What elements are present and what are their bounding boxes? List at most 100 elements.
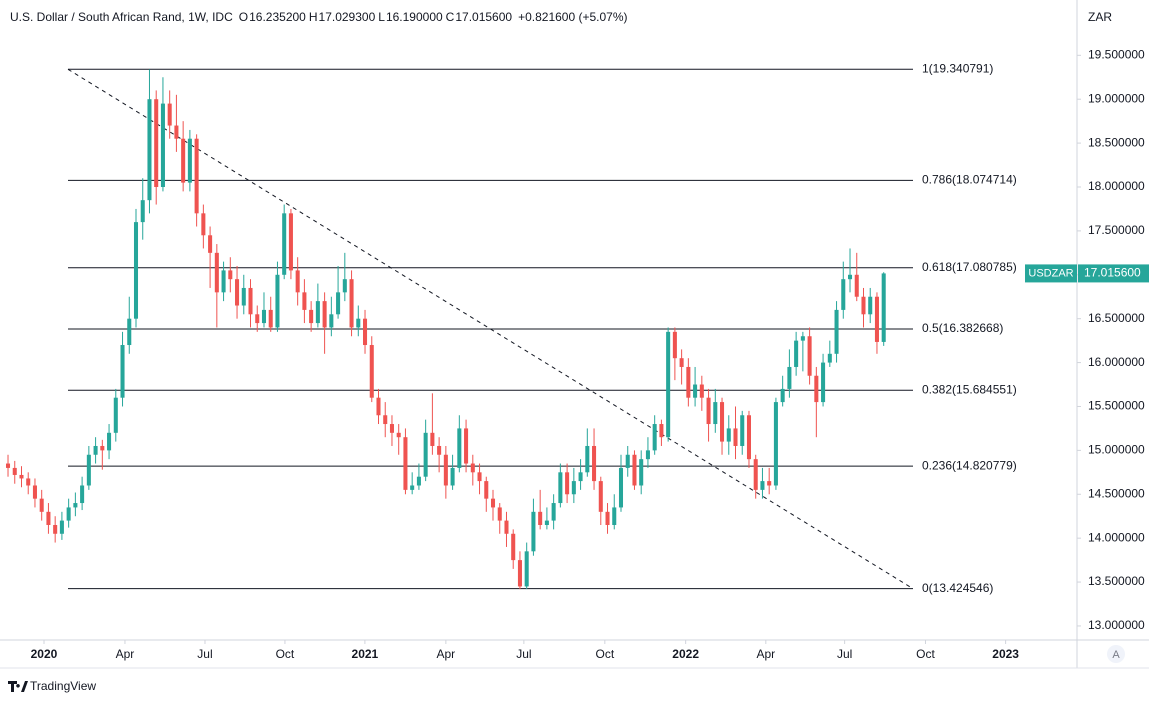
candle-body <box>113 397 118 433</box>
candle-body <box>800 336 805 341</box>
candle-body <box>80 485 85 504</box>
candle-body <box>551 503 556 521</box>
candle-body <box>699 384 704 398</box>
candle-body <box>309 309 314 324</box>
candle-body <box>376 397 381 416</box>
fib-label: 0.382(15.684551) <box>922 382 1017 396</box>
candle-body <box>342 279 347 293</box>
brand: TradingView <box>30 679 96 693</box>
candle-body <box>706 397 711 425</box>
candle-body <box>632 454 637 486</box>
price-tag-bg <box>1078 264 1149 283</box>
candle-body <box>100 445 105 451</box>
x-tick-label: Oct <box>916 647 935 661</box>
candle-body <box>578 472 583 482</box>
candle-body <box>410 485 415 490</box>
candle-body <box>504 520 509 534</box>
y-tick-label: 17.500000 <box>1088 223 1145 237</box>
candle-body <box>53 524 58 534</box>
candle-body <box>531 511 536 552</box>
candle-body <box>592 445 597 482</box>
candle-body <box>86 454 91 486</box>
candle-body <box>861 296 866 315</box>
candle-body <box>396 432 401 438</box>
ohlc-label: O <box>239 10 248 24</box>
candle-body <box>437 445 442 455</box>
candle-body <box>814 375 819 403</box>
candle-body <box>517 560 522 587</box>
price-tag: 17.015600 <box>1084 266 1141 280</box>
candle-body <box>585 445 590 473</box>
fib-label: 0.786(18.074714) <box>922 173 1017 187</box>
price-tag-name-bg <box>1025 264 1077 283</box>
candle-body <box>558 472 563 504</box>
candle-body <box>107 432 112 451</box>
x-tick-label: Jul <box>197 647 212 661</box>
candle-body <box>275 274 280 328</box>
x-tick-label: Oct <box>595 647 614 661</box>
x-tick-label: 2023 <box>992 647 1019 661</box>
x-tick-label: 2020 <box>31 647 58 661</box>
y-tick-label: 16.500000 <box>1088 311 1145 325</box>
candle-body <box>686 366 691 398</box>
candle-body <box>19 474 24 479</box>
candle-body <box>827 353 832 363</box>
candle-body <box>261 309 267 324</box>
x-tick-label: 2022 <box>672 647 699 661</box>
candle-body <box>726 428 731 442</box>
axis-unit: ZAR <box>1088 10 1112 24</box>
candle-body <box>208 235 213 253</box>
candle-body <box>59 520 64 534</box>
candle-body <box>302 292 307 310</box>
candle-body <box>181 138 186 183</box>
scale-button-label[interactable]: A <box>1112 649 1120 661</box>
x-tick-label: Jul <box>837 647 852 661</box>
candle-body <box>470 463 475 473</box>
candle-body <box>740 415 745 446</box>
candle-body <box>241 287 246 306</box>
ohlc-value: +0.821600 (+5.07%) <box>518 10 627 24</box>
scale-button[interactable] <box>1107 645 1125 663</box>
candle-body <box>140 200 145 223</box>
y-tick-label: 14.500000 <box>1088 486 1145 500</box>
candle-body <box>430 432 435 446</box>
candle-body <box>868 296 873 315</box>
candle-body <box>746 415 751 460</box>
x-tick-label: Apr <box>437 647 456 661</box>
candle-body <box>322 301 327 328</box>
candle-body <box>605 511 610 525</box>
candle-body <box>268 309 273 328</box>
fib-label: 0.5(16.382668) <box>922 321 1003 335</box>
y-tick-label: 18.000000 <box>1088 179 1145 193</box>
y-tick-label: 14.000000 <box>1088 530 1145 544</box>
ohlc-value: 16.190000 <box>386 10 443 24</box>
candle-body <box>187 138 192 183</box>
y-tick-label: 19.500000 <box>1088 47 1145 61</box>
x-tick-label: Jul <box>516 647 531 661</box>
candle-body <box>73 503 78 508</box>
y-tick-label: 13.000000 <box>1088 618 1145 632</box>
candle-body <box>228 270 233 280</box>
candle-body <box>625 454 630 468</box>
candle-body <box>46 511 51 525</box>
candle-body <box>780 388 785 403</box>
x-tick-label: Apr <box>756 647 775 661</box>
candle-body <box>363 318 368 346</box>
candle-body <box>248 287 253 315</box>
y-tick-label: 19.000000 <box>1088 91 1145 105</box>
candle-body <box>154 99 159 187</box>
chart-title: U.S. Dollar / South African Rand, 1W, ID… <box>10 10 233 24</box>
fib-trend-line <box>67 68 914 590</box>
x-tick-label: Apr <box>116 647 135 661</box>
candle-body <box>26 478 31 486</box>
candle-body <box>618 467 624 508</box>
brand-logo <box>8 681 28 692</box>
candle-body <box>383 415 388 425</box>
candle-body <box>147 99 152 201</box>
candle-body <box>497 507 502 521</box>
candle-body <box>565 472 570 495</box>
price-tag-name: USDZAR <box>1028 267 1073 279</box>
candle-body <box>834 309 839 354</box>
candle-body <box>416 476 421 486</box>
candle-body <box>214 252 219 293</box>
